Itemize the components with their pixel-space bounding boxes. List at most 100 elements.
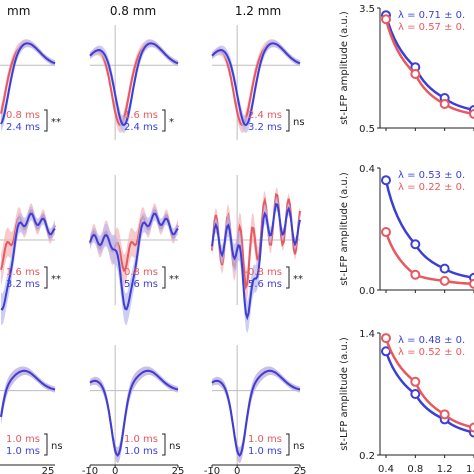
red-latency: 1.6 ms <box>124 110 158 121</box>
x-tick-label: -10 <box>204 466 220 474</box>
y-tick-label: 0.0 <box>359 286 375 297</box>
blue-latency: 5.6 ms <box>124 279 158 290</box>
blue-band <box>90 206 178 325</box>
legend-entry-red: λ = 0.52 ± 0. <box>398 347 465 358</box>
waveform-panel-r3-c2 <box>89 345 179 465</box>
x-tick-label: 0.8 <box>407 464 423 474</box>
decay-plot-1: 3.5 0.5 st-LFP amplitude (a.u.) λ = 0.71 ± … <box>339 4 474 135</box>
waveform-panels <box>0 25 301 465</box>
x-tick-label: 25 <box>42 466 55 474</box>
column-title-1: mm <box>7 4 30 18</box>
y-tick-label: 0.2 <box>359 451 375 462</box>
blue-latency: 1.0 ms <box>124 446 158 457</box>
red-decay-point <box>469 109 474 119</box>
latency-annotations: 0.8 ms2.4 ms **1.6 ms2.4 ms *2.4 ms3.2 ms n… <box>6 109 305 457</box>
bracket <box>286 266 290 289</box>
legend-entry-blue: λ = 0.53 ± 0. <box>398 170 465 181</box>
blue-trace <box>211 202 301 321</box>
red-decay-line <box>384 231 474 286</box>
x-tick-label: 0 <box>234 466 240 474</box>
blue-latency: 2.4 ms <box>6 122 40 133</box>
red-latency: 1.0 ms <box>124 434 158 445</box>
bracket <box>44 433 48 456</box>
red-latency: 0.8 ms <box>124 267 158 278</box>
latency-label-r3-c2: 1.0 ms1.0 ms ns <box>124 433 181 457</box>
legend-entry-red: λ = 0.22 ± 0. <box>398 182 465 193</box>
y-tick-label: 0.5 <box>359 124 375 135</box>
bracket <box>44 109 48 132</box>
blue-decay-point <box>439 263 450 274</box>
blue-trace <box>211 42 301 127</box>
decay-plot-2: 0.4 0.0 st-LFP amplitude (a.u.) λ = 0.53 ± … <box>339 164 474 297</box>
latency-label-r2-c1: 1.6 ms3.2 ms ** <box>6 266 61 290</box>
red-decay-point <box>469 422 474 433</box>
legend-entry-blue: λ = 0.71 ± 0. <box>398 10 465 21</box>
red-decay-point <box>439 409 450 420</box>
significance-mark: ns <box>169 441 181 452</box>
blue-decay-line <box>384 179 474 280</box>
waveform-panel-r3-c1 <box>0 366 56 425</box>
y-axis-label: st-LFP amplitude (a.u.) <box>339 337 350 451</box>
latency-label-r1-c2: 1.6 ms2.4 ms * <box>124 109 174 133</box>
red-decay-line <box>384 337 474 429</box>
waveform-panel-r2-c1 <box>0 203 56 325</box>
red-decay-point <box>381 14 391 25</box>
blue-latency: 3.2 ms <box>248 122 282 133</box>
blue-band <box>212 366 300 464</box>
red-latency: 1.0 ms <box>248 434 282 445</box>
bracket <box>286 109 290 132</box>
red-latency: -0.8 ms <box>244 267 282 278</box>
significance-mark: ** <box>169 274 179 285</box>
blue-trace <box>89 212 179 311</box>
red-decay-point <box>439 275 450 286</box>
blue-decay-point <box>381 175 391 186</box>
y-axis-label: st-LFP amplitude (a.u.) <box>339 172 350 286</box>
latency-label-r2-c3: -0.8 ms5.6 ms ** <box>244 266 303 290</box>
blue-latency: 1.0 ms <box>248 446 282 457</box>
significance-mark: ** <box>51 274 61 285</box>
significance-mark: ns <box>293 117 305 128</box>
y-tick-label: 1.4 <box>359 329 375 340</box>
column-title-2: 0.8 mm <box>110 4 156 18</box>
latency-label-r1-c3: 2.4 ms3.2 ms ns <box>248 109 305 133</box>
red-latency: 1.0 ms <box>6 434 40 445</box>
red-decay-line <box>384 18 474 116</box>
waveform-panel-r2-c3 <box>211 175 301 334</box>
column-title-3: 1.2 mm <box>235 4 281 18</box>
x-tick-label: 25 <box>172 466 185 474</box>
waveform-panel-r1-c2 <box>89 25 179 140</box>
red-latency: 2.4 ms <box>248 110 282 121</box>
blue-latency: 3.2 ms <box>6 279 40 290</box>
latency-label-r1-c1: 0.8 ms2.4 ms ** <box>6 109 61 133</box>
bracket <box>162 266 166 289</box>
bracket <box>286 433 290 456</box>
bracket <box>162 109 166 132</box>
significance-mark: ** <box>293 274 303 285</box>
blue-decay-line <box>384 350 474 434</box>
blue-trace <box>0 42 56 125</box>
y-axis-label: st-LFP amplitude (a.u.) <box>339 11 350 125</box>
blue-band <box>1 206 55 325</box>
x-tick-label: 0 <box>112 466 118 474</box>
significance-mark: ns <box>51 441 63 452</box>
significance-mark: ** <box>51 117 61 128</box>
waveform-x-axis: 25 -10 0 25 -10 0 25 <box>0 464 306 474</box>
significance-mark: * <box>169 117 174 128</box>
red-decay-point <box>381 333 391 344</box>
latency-label-r3-c3: 1.0 ms1.0 ms ns <box>248 433 305 457</box>
blue-trace <box>0 212 56 311</box>
bracket <box>44 266 48 289</box>
legend-entry-blue: λ = 0.48 ± 0. <box>398 335 465 346</box>
blue-trace <box>89 369 179 457</box>
blue-latency: 2.4 ms <box>124 122 158 133</box>
red-decay-point <box>439 99 450 109</box>
x-tick-label: 1.2 <box>437 464 453 474</box>
red-latency: 1.6 ms <box>6 267 40 278</box>
latency-label-r2-c2: 0.8 ms5.6 ms ** <box>124 266 179 290</box>
blue-band <box>1 366 55 425</box>
blue-trace <box>89 42 179 127</box>
blue-decay-point <box>410 389 421 399</box>
decay-plot-3: 1.4 0.2 st-LFP amplitude (a.u.) 0.4 0.8 1.2 1.… <box>339 329 474 474</box>
red-decay-point <box>381 227 391 238</box>
